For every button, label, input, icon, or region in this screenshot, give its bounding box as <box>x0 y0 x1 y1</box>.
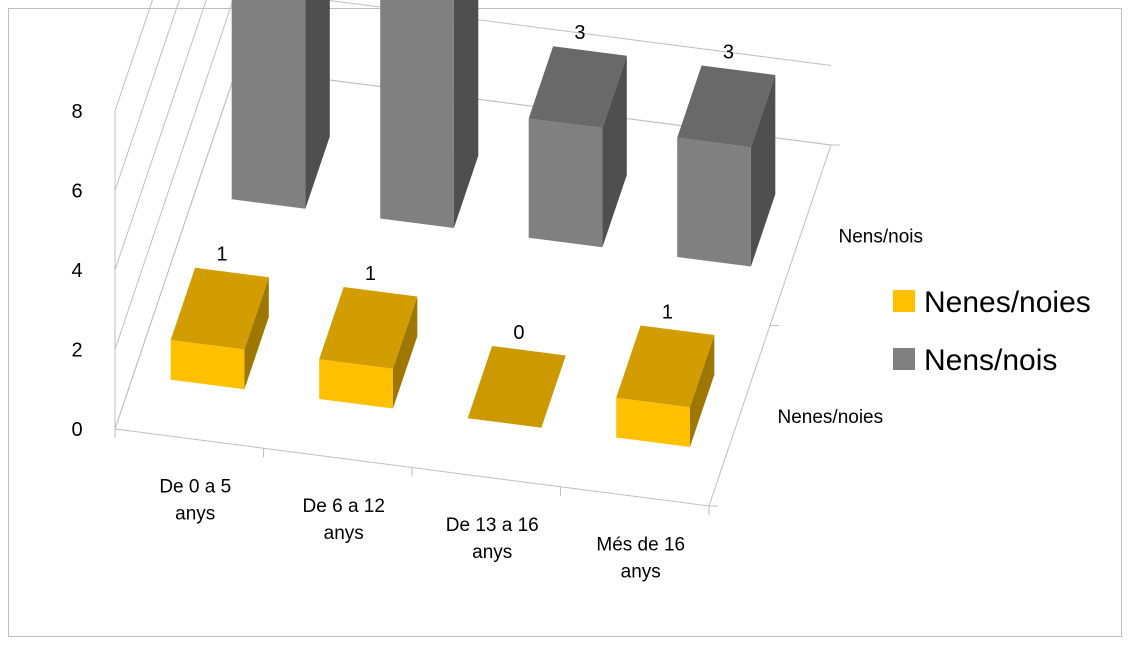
bar-front-face <box>616 397 690 447</box>
category-label: Més de 16 anys <box>596 534 685 582</box>
legend-label: Nenes/noies <box>924 286 1091 319</box>
category-label-line: anys <box>621 561 661 582</box>
bar <box>677 65 776 267</box>
legend-item: Nenes/noies <box>893 286 1091 319</box>
category-label: De 6 a 12 anys <box>303 496 385 544</box>
bar-side-face <box>689 335 715 447</box>
y-tick-label: 8 <box>71 101 82 123</box>
data-label: 3 <box>723 41 734 63</box>
bar-side-face <box>750 75 776 267</box>
bar-side-face <box>453 0 479 228</box>
category-label-line: anys <box>324 523 364 544</box>
bar-front-face <box>380 0 454 228</box>
bar <box>528 46 627 248</box>
bar-side-face <box>602 55 627 248</box>
legend: Nenes/noies Nens/nois <box>893 286 1091 377</box>
bar <box>231 0 330 209</box>
legend-label: Nens/nois <box>924 344 1057 377</box>
category-label-line: anys <box>472 542 512 563</box>
bar-top-face <box>677 65 776 148</box>
y-tick-label: 6 <box>71 181 82 203</box>
category-label: De 0 a 5 anys <box>159 477 231 525</box>
bar <box>380 0 479 228</box>
category-label-line: anys <box>175 504 215 525</box>
gridline <box>114 0 832 350</box>
bar-front-face <box>528 118 603 248</box>
data-label: 0 <box>513 322 524 344</box>
front-series-bars <box>170 267 715 447</box>
bar-top-face <box>528 46 627 128</box>
gridline <box>114 0 180 191</box>
bar <box>616 325 715 447</box>
category-label: De 13 a 16 anys <box>446 515 539 563</box>
bar-top-face <box>616 325 715 408</box>
bar-front-face <box>319 359 393 409</box>
chart-frame <box>8 8 1122 637</box>
y-tick-label: 2 <box>71 340 82 362</box>
bar-top-face <box>170 267 269 350</box>
data-label: 1 <box>365 263 376 285</box>
bar-front-face <box>677 137 751 267</box>
depth-axis-label: Nenes/noies <box>778 407 884 428</box>
y-tick-label: 4 <box>71 260 82 282</box>
legend-item: Nens/nois <box>893 344 1057 377</box>
data-label: 1 <box>662 301 673 323</box>
back-series-bars <box>231 0 776 267</box>
category-label-line: De 13 a 16 <box>446 515 539 536</box>
category-label-line: De 0 a 5 <box>159 477 231 498</box>
bar-top-face <box>319 287 418 369</box>
bar-top-face <box>467 346 566 428</box>
depth-axis-label: Nens/nois <box>839 226 924 247</box>
category-label-line: De 6 a 12 <box>303 496 385 517</box>
legend-swatch <box>893 290 915 312</box>
category-label-line: Més de 16 <box>596 534 685 555</box>
gridline <box>114 0 207 271</box>
data-label: 1 <box>216 244 227 266</box>
bar <box>170 267 269 390</box>
bar-side-face <box>392 296 418 409</box>
data-label: 3 <box>574 22 585 44</box>
bar-side-face <box>244 277 269 390</box>
y-tick-label: 0 <box>71 419 82 441</box>
bar-side-face <box>305 0 330 209</box>
legend-swatch <box>893 348 915 370</box>
bar <box>319 287 418 409</box>
bar-front-face <box>231 0 306 209</box>
bar <box>467 346 566 428</box>
bar-front-face <box>170 340 245 390</box>
